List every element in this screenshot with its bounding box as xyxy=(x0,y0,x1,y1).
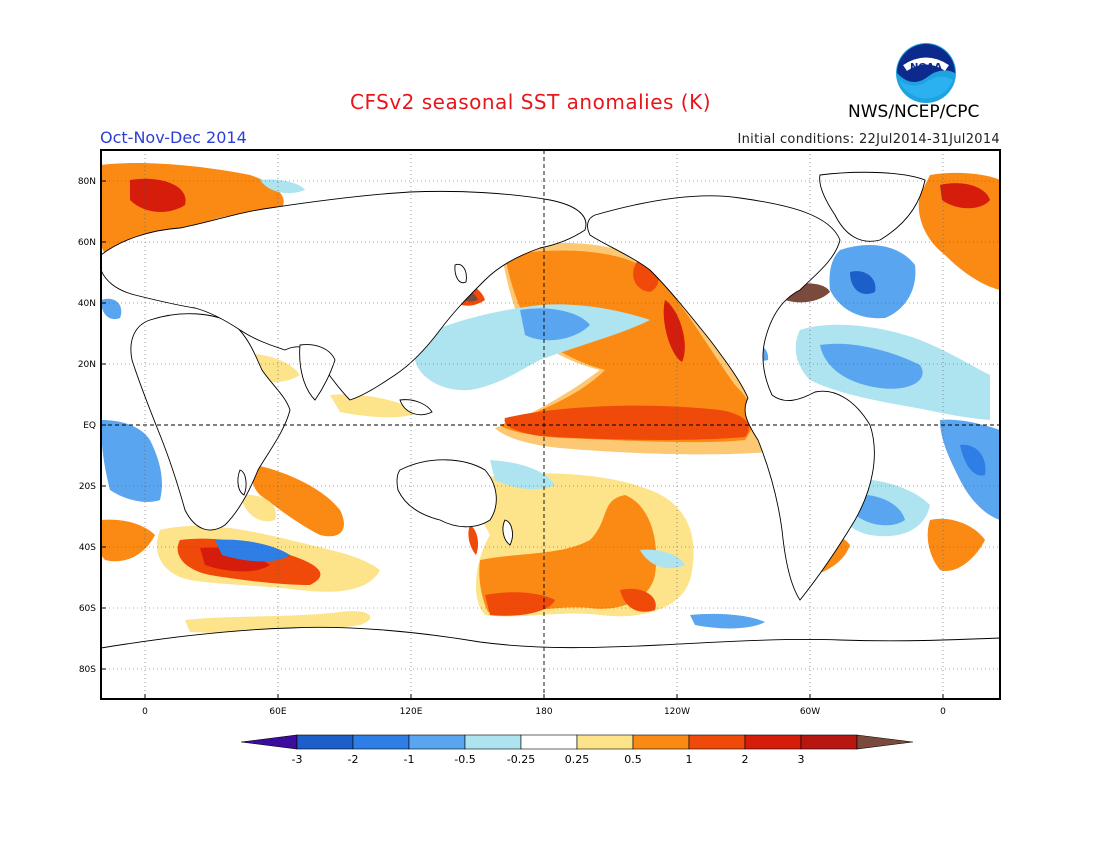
forecast-period: Oct-Nov-Dec 2014 xyxy=(100,128,247,147)
lon-tick-label: 60W xyxy=(800,707,820,717)
lat-tick-label: 20S xyxy=(79,482,96,492)
lat-axis: 80N 60N 40N 20N EQ 20S 40S 60S 80S xyxy=(78,177,106,675)
colorbar-segment xyxy=(632,734,690,750)
lat-tick-label: 60N xyxy=(78,238,96,248)
lon-tick-label: 0 xyxy=(940,707,946,717)
chart-title: CFSv2 seasonal SST anomalies (K) xyxy=(350,90,711,114)
colorbar-arrow-low xyxy=(240,734,298,750)
colorbar-label: 3 xyxy=(798,753,805,766)
colorbar-segment xyxy=(576,734,634,750)
organization-label: NWS/NCEP/CPC xyxy=(848,102,980,122)
colorbar-segment xyxy=(744,734,802,750)
colorbar-segment xyxy=(688,734,746,750)
noaa-logo-text: NOAA xyxy=(910,62,942,73)
colorbar-label: 1 xyxy=(686,753,693,766)
colorbar-label: -1 xyxy=(404,753,415,766)
anomaly-field xyxy=(101,150,1000,699)
lat-tick-label: 60S xyxy=(79,604,96,614)
colorbar-labels: -3 -2 -1 -0.5 -0.25 0.25 0.5 1 2 3 xyxy=(292,753,805,766)
lon-tick-label: 60E xyxy=(269,707,286,717)
lat-tick-label: 40S xyxy=(79,543,96,553)
colorbar-segment xyxy=(296,734,354,750)
colorbar xyxy=(240,734,914,750)
colorbar-segment xyxy=(352,734,410,750)
lon-tick-label: 0 xyxy=(142,707,148,717)
lat-tick-label: 80N xyxy=(78,177,96,187)
land-masses xyxy=(101,171,1000,699)
lon-tick-label: 120W xyxy=(664,707,690,717)
cold-anomalies xyxy=(101,179,1000,629)
colorbar-label: -3 xyxy=(292,753,303,766)
lat-tick-label: 80S xyxy=(79,665,96,675)
colorbar-segment xyxy=(464,734,522,750)
lat-tick-label: 20N xyxy=(78,360,96,370)
colorbar-segment xyxy=(408,734,466,750)
colorbar-label: 0.25 xyxy=(565,753,590,766)
colorbar-label: 2 xyxy=(742,753,749,766)
colorbar-arrow-high xyxy=(856,734,914,750)
equator-dateline xyxy=(101,150,1000,699)
warm-anomalies xyxy=(101,163,1000,634)
colorbar-label: 0.5 xyxy=(624,753,642,766)
colorbar-label: -2 xyxy=(348,753,359,766)
lon-tick-label: 180 xyxy=(535,707,552,717)
colorbar-segment xyxy=(800,734,858,750)
lat-tick-label: EQ xyxy=(83,421,96,431)
initial-conditions: Initial conditions: 22Jul2014-31Jul2014 xyxy=(737,132,1000,147)
noaa-logo: NOAA xyxy=(896,43,956,103)
colorbar-label: -0.5 xyxy=(454,753,475,766)
colorbar-segment xyxy=(520,734,578,750)
colorbar-label: -0.25 xyxy=(507,753,535,766)
lat-tick-label: 40N xyxy=(78,299,96,309)
lon-tick-label: 120E xyxy=(400,707,423,717)
lon-axis: 0 60E 120E 180 120W 60W 0 xyxy=(142,694,946,717)
